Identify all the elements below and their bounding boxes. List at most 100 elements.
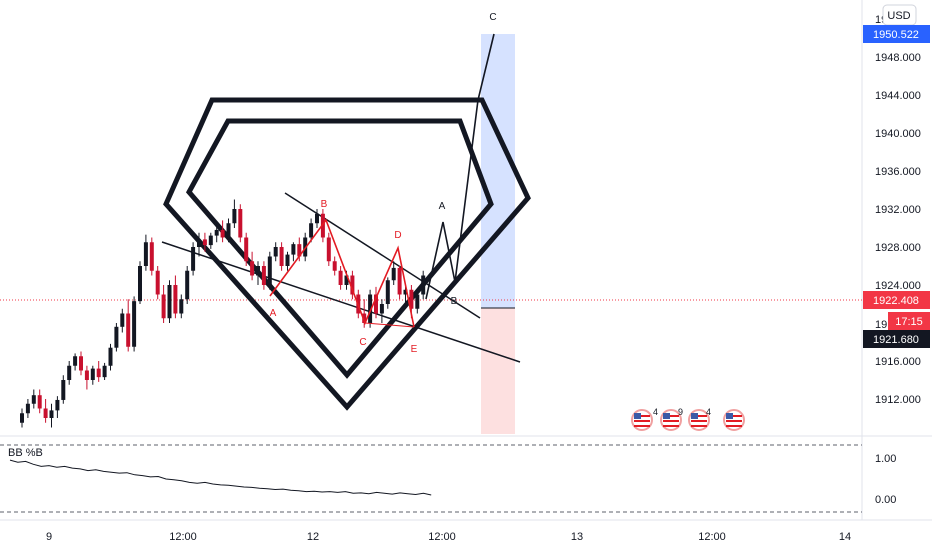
candle-body xyxy=(344,275,349,285)
flag-stripe xyxy=(634,415,650,417)
candle-body xyxy=(226,223,231,238)
price-tick-labels: 1948.000 1944.000 1940.000 1936.000 1932.000… xyxy=(875,52,921,406)
event-flag-4[interactable] xyxy=(723,409,745,431)
candle-body xyxy=(350,275,355,295)
candle-body xyxy=(220,229,225,238)
candle-body xyxy=(67,365,72,380)
candle-body xyxy=(25,403,30,414)
flag-stripe xyxy=(726,425,742,427)
price-tick-label: 1940.000 xyxy=(875,128,921,140)
target-badge-bg xyxy=(863,25,930,43)
event-count: 4 xyxy=(706,407,711,417)
indicator-name[interactable]: BB %B xyxy=(8,447,43,459)
candle-body xyxy=(315,213,319,224)
time-label: 14 xyxy=(839,531,851,543)
candle-body xyxy=(197,239,201,247)
pattern-label-b: B xyxy=(321,199,328,210)
countdown-label: 17:15 xyxy=(895,316,923,328)
candle-body xyxy=(96,368,101,378)
flag-stripe xyxy=(663,425,679,427)
candle-body xyxy=(202,239,207,246)
candle-body xyxy=(368,294,373,323)
event-flag-2[interactable]: 9 xyxy=(660,407,683,431)
candle-body xyxy=(273,247,278,257)
price-tick-label: 1948.000 xyxy=(875,52,921,64)
projection-label-c: C xyxy=(489,12,496,23)
pattern-label-d: D xyxy=(394,230,401,241)
candle-body xyxy=(421,275,426,295)
candle-body xyxy=(173,285,178,314)
candle-body xyxy=(132,301,137,347)
current-price-label: 1922.408 xyxy=(873,295,919,307)
currency-button[interactable]: USD xyxy=(882,4,917,26)
pattern-label-e: E xyxy=(411,344,418,355)
time-label: 12:00 xyxy=(698,531,726,543)
red-pattern-base xyxy=(364,322,415,328)
outer-diamond-shape xyxy=(163,97,531,411)
candle-body xyxy=(409,289,414,309)
candle-body xyxy=(55,399,60,411)
candle-body xyxy=(208,235,213,246)
flag-canton xyxy=(663,413,670,419)
pattern-label-c: C xyxy=(359,337,366,348)
candle-body xyxy=(43,408,48,418)
event-flags[interactable]: 4 9 4 xyxy=(631,407,745,431)
projection-label-b: B xyxy=(451,296,458,307)
event-flag-1[interactable]: 4 xyxy=(631,407,658,431)
currency-label[interactable]: USD xyxy=(887,10,910,22)
candle-body xyxy=(285,254,290,266)
candle-body xyxy=(143,242,148,266)
event-count: 9 xyxy=(678,407,683,417)
flag-stripe xyxy=(691,415,707,417)
candle-body xyxy=(267,256,272,285)
flag-stripe xyxy=(691,420,707,422)
candle-body xyxy=(250,261,255,276)
candle-body xyxy=(332,261,337,271)
low-badge-bg xyxy=(863,330,930,348)
current-price-badge: 1922.408 xyxy=(863,291,930,309)
candle-body xyxy=(232,209,237,224)
candle-body xyxy=(20,413,24,423)
candle-body xyxy=(261,266,266,285)
candle-body xyxy=(374,294,378,314)
event-flag-3[interactable]: 4 xyxy=(688,407,711,431)
candle-body xyxy=(403,289,408,295)
event-count: 4 xyxy=(653,407,658,417)
time-label: 9 xyxy=(46,531,52,543)
indicator-tick-upper: 1.00 xyxy=(875,453,896,465)
price-tick-label: 1936.000 xyxy=(875,166,921,178)
candle-body xyxy=(84,370,89,380)
candle-body xyxy=(114,326,119,348)
candlestick-series xyxy=(20,199,426,428)
candle-body xyxy=(73,356,78,366)
candle-body xyxy=(391,267,396,281)
low-price-badge: 1921.680 xyxy=(863,330,930,348)
candle-body xyxy=(309,223,314,238)
projection-label-a: A xyxy=(439,201,446,212)
flag-stripe xyxy=(634,425,650,427)
stop-zone xyxy=(481,308,515,434)
price-tick-label: 1912.000 xyxy=(875,394,921,406)
candle-body xyxy=(362,313,367,323)
flag-stripe xyxy=(634,420,650,422)
countdown-badge: 17:15 xyxy=(888,312,930,330)
time-label: 13 xyxy=(571,531,583,543)
flag-stripe xyxy=(691,425,707,427)
low-price-label: 1921.680 xyxy=(873,334,919,346)
candle-body xyxy=(415,294,420,309)
candle-body xyxy=(320,213,325,238)
indicator-tick-lower: 0.00 xyxy=(875,494,896,506)
time-axis[interactable]: 9 12:00 12 12:00 13 12:00 14 xyxy=(46,531,851,543)
candle-body xyxy=(120,313,125,327)
candle-body xyxy=(61,380,66,400)
candle-body xyxy=(167,285,172,319)
flag-canton xyxy=(691,413,698,419)
candle-body xyxy=(49,410,54,418)
candle-body xyxy=(79,356,83,371)
price-tick-label: 1916.000 xyxy=(875,356,921,368)
candle-body xyxy=(238,209,243,238)
flag-canton xyxy=(726,413,733,419)
countdown-badge-bg xyxy=(888,312,930,330)
